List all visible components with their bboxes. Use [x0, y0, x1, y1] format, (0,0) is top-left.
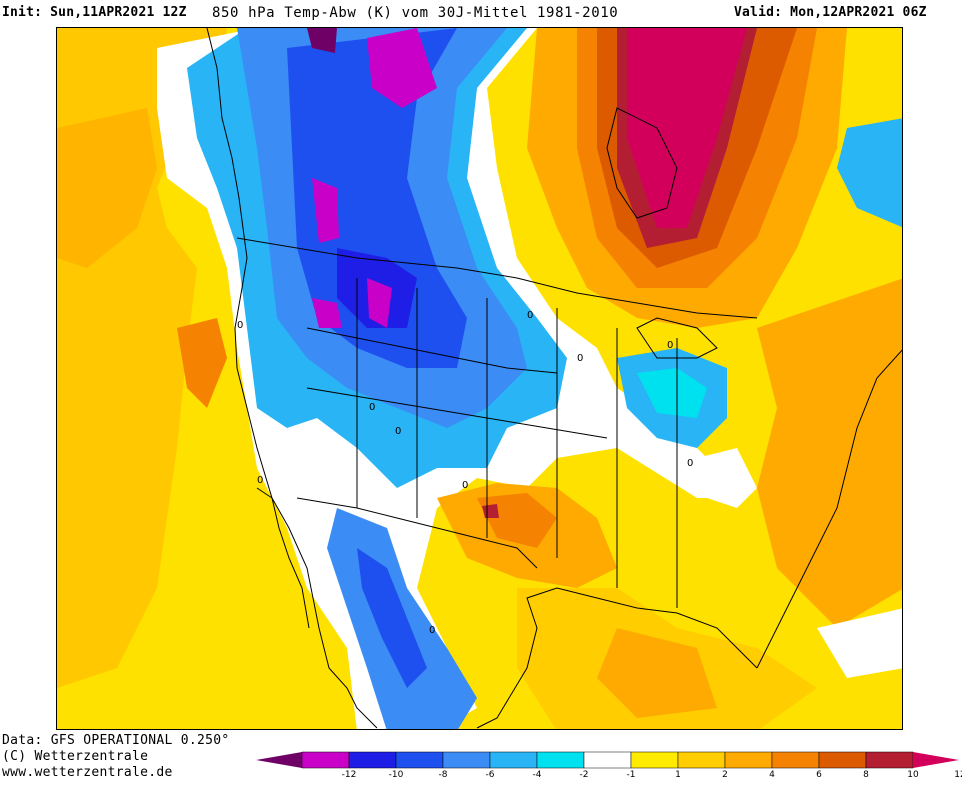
great-lakes: [636, 317, 718, 359]
colorbar-arrow-high: [913, 752, 959, 768]
northeast-cold-pocket: [837, 118, 902, 228]
colorbar-segment: [677, 751, 726, 769]
colorbar-segment: [536, 751, 585, 769]
us-canada-border: [236, 237, 758, 319]
pacific-coastline: [206, 28, 330, 669]
colorbar-segment: [442, 751, 491, 769]
gulf-warm-core: [597, 628, 717, 718]
colorbar-tick-label: -4: [532, 770, 542, 780]
cold-core-wyoming: [367, 278, 392, 328]
colorbar-segment: [489, 751, 538, 769]
mexico-cold-core: [357, 548, 427, 688]
colorbar-segment: [395, 751, 444, 769]
colorbar-tick-label: 12: [954, 770, 962, 780]
colorbar-segment: [630, 751, 679, 769]
cold-core-idaho: [312, 298, 342, 328]
map-canvas: 0 0 0 0 0 0 0 0 0 0: [57, 28, 902, 729]
map-title: 850 hPa Temp-Abw (K) vom 30J-Mittel 1981…: [212, 5, 619, 21]
great-lakes-cold-core: [637, 368, 707, 418]
cold-core-rockies: [312, 178, 339, 243]
southern-plains-max: [482, 504, 499, 518]
colorbar-tick-label: -8: [438, 770, 448, 780]
colorbar-tick-label: -10: [388, 770, 404, 780]
colorbar-segment: [301, 751, 350, 769]
colorbar-segment: [724, 751, 773, 769]
colorbar-segment: [771, 751, 820, 769]
contour-label: 0: [395, 426, 401, 437]
state-line-1: [306, 327, 558, 374]
init-time: Init: Sun,11APR2021 12Z: [2, 5, 187, 20]
valid-time: Valid: Mon,12APR2021 06Z: [734, 5, 927, 20]
contour-label: 0: [687, 458, 693, 469]
colorbar: -12-10-8-6-4-2-1124681012: [256, 750, 962, 784]
hudson-bay: [606, 107, 678, 219]
colorbar-tick-label: -2: [579, 770, 589, 780]
colorbar-arrow-low: [256, 752, 302, 768]
contour-label: 0: [462, 480, 468, 491]
atlantic-warm: [757, 278, 902, 628]
colorbar-segment: [348, 751, 397, 769]
colorbar-svg: [256, 751, 959, 769]
copyright: (C) Wetterzentrale: [2, 749, 149, 764]
colorbar-segment: [865, 751, 914, 769]
colorbar-tick-label: 8: [863, 770, 869, 780]
contour-label: 0: [527, 310, 533, 321]
contour-label: 0: [369, 402, 375, 413]
colorbar-tick-label: -1: [626, 770, 636, 780]
cold-anomaly-inner: [287, 28, 467, 368]
data-source: Data: GFS OPERATIONAL 0.250°: [2, 733, 230, 748]
colorbar-tick-label: 1: [675, 770, 681, 780]
website: www.wetterzentrale.de: [2, 765, 173, 780]
contour-label: 0: [667, 340, 673, 351]
california-warm-region: [177, 318, 227, 408]
mexico-west-coast: [328, 667, 378, 729]
contour-label: 0: [237, 320, 243, 331]
contour-label: 0: [429, 625, 435, 636]
atlantic-near-zero: [817, 608, 902, 678]
colorbar-tick-label: -6: [485, 770, 495, 780]
gulf-coastline: [476, 587, 758, 729]
contour-label: 0: [577, 353, 583, 364]
canada-warm-extreme: [627, 28, 747, 228]
baja-coastline: [256, 487, 310, 629]
contour-label: 0: [257, 475, 263, 486]
pacific-warm-core: [57, 108, 157, 268]
colorbar-tick-label: 10: [907, 770, 919, 780]
colorbar-tick-label: 6: [816, 770, 822, 780]
colorbar-segment: [583, 751, 632, 769]
cold-core-north: [367, 28, 437, 108]
colorbar-segment: [818, 751, 867, 769]
atlantic-coastline: [756, 349, 902, 669]
map-outlines: [206, 28, 902, 729]
colorbar-tick-label: -12: [341, 770, 357, 780]
anomaly-map: 0 0 0 0 0 0 0 0 0 0: [56, 27, 903, 730]
cold-extreme-north: [307, 28, 337, 53]
colorbar-tick-label: 4: [769, 770, 775, 780]
colorbar-tick-label: 2: [722, 770, 728, 780]
southeast-near-zero: [697, 448, 757, 508]
